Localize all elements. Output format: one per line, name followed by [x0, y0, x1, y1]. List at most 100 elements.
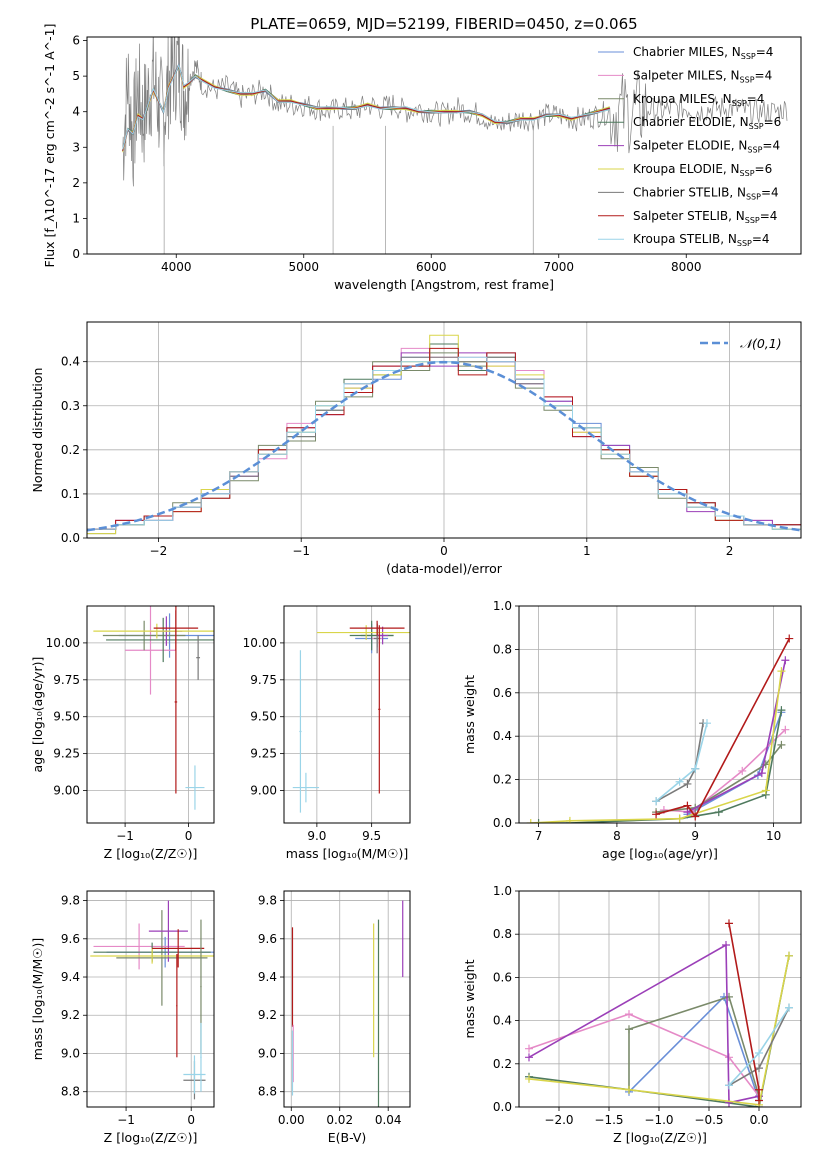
- axes-frame: [86, 36, 802, 255]
- x-axis-label: mass [log₁₀(M/M☉)]: [286, 846, 408, 861]
- x-tick-label: 7: [535, 829, 543, 843]
- x-tick-label: −1.5: [594, 1113, 623, 1127]
- axes-frame: [283, 605, 411, 824]
- point-marker: [785, 1003, 793, 1012]
- point-marker: [722, 941, 730, 949]
- model-line-8: [122, 63, 610, 150]
- x-tick-label: 5000: [288, 260, 319, 274]
- y-tick-label: 0.4: [493, 1014, 512, 1028]
- x-tick-label: 9.0: [307, 829, 326, 843]
- point-marker: [652, 797, 661, 806]
- y-axis-label: age [log₁₀(age/yr)]: [30, 657, 45, 773]
- y-tick-label: 0.1: [61, 487, 80, 501]
- point-marker: [565, 816, 574, 823]
- x-tick-label: 0.00: [278, 1113, 305, 1127]
- mass-weight-line: [528, 1013, 760, 1097]
- x-tick-label: 9: [691, 829, 699, 843]
- point-marker: [691, 812, 700, 821]
- y-tick-label: 9.50: [250, 710, 277, 724]
- legend: Chabrier MILES, NSSP=4 Salpeter MILES, NS…: [598, 45, 781, 248]
- point-marker: [625, 1085, 633, 1094]
- point-marker: [534, 819, 543, 823]
- y-tick-label: 8.8: [61, 1085, 80, 1099]
- point-marker: [725, 1081, 733, 1090]
- x-tick-label: −0.5: [694, 1113, 723, 1127]
- plot-age_vs_mass: 9.0 9.5 9.00 9.25 9.50 9.75 10.00 mass [log₁₀(M…: [243, 605, 411, 861]
- mass-weight-line: [528, 943, 760, 1104]
- x-tick-label: −2.0: [544, 1113, 573, 1127]
- model-line-6: [122, 62, 610, 151]
- point-marker: [755, 1064, 763, 1073]
- x-tick-label: −2: [150, 544, 168, 558]
- y-tick-label: 10.00: [46, 636, 80, 650]
- point-marker: [785, 634, 794, 643]
- legend-label: Chabrier ELODIE, NSSP=6: [633, 115, 781, 131]
- point-marker: [761, 786, 770, 795]
- plot-area: [87, 334, 801, 535]
- y-axis-label: Flux [f_λ10^-17 erg cm^-2 s^-1 A^-1]: [42, 24, 57, 268]
- y-axis-label: Normed distribution: [30, 368, 45, 493]
- y-tick-label: 9.00: [250, 784, 277, 798]
- point-marker: [757, 769, 766, 778]
- x-axis-label: Z [log₁₀(Z/Z☉)]: [104, 1130, 198, 1145]
- point-marker: [625, 1010, 633, 1019]
- x-axis-label: (data-model)/error: [386, 561, 503, 576]
- x-tick-label: 10: [766, 829, 781, 843]
- x-tick-label: 9.5: [362, 829, 381, 843]
- plot-residuals: −2 −1 0 1 2 0.0 0.1 0.2 0.3 0.4 (data-model)/error…: [30, 321, 802, 576]
- normal-reference-curve: [87, 360, 801, 532]
- y-tick-label: 0.2: [493, 1057, 512, 1071]
- x-tick-label: 2: [726, 544, 734, 558]
- y-tick-label: 0: [72, 247, 80, 261]
- x-axis-label: Z [log₁₀(Z/Z☉)]: [104, 846, 198, 861]
- x-tick-label: 0.0: [749, 1113, 768, 1127]
- point-marker: [777, 667, 786, 676]
- x-tick-label: 6000: [416, 260, 447, 274]
- observed-spectrum-line: [122, 37, 788, 187]
- point-marker: [755, 1096, 763, 1105]
- point-marker: [703, 719, 711, 728]
- mass-weight-line: [655, 723, 708, 802]
- plot-area: [525, 919, 793, 1107]
- plot-area: [291, 900, 404, 1107]
- plot-area: [90, 900, 214, 1100]
- mass-weight-line: [655, 638, 791, 819]
- y-tick-label: 6: [72, 34, 80, 48]
- y-tick-label: 9.75: [250, 673, 277, 687]
- y-tick-label: 0.4: [61, 355, 80, 369]
- x-tick-label: 8: [613, 829, 621, 843]
- y-tick-label: 9.25: [250, 747, 277, 761]
- y-tick-label: 9.50: [53, 710, 80, 724]
- point-marker: [755, 1049, 763, 1057]
- y-tick-label: 9.0: [258, 1046, 277, 1060]
- legend-label: Chabrier STELIB, NSSP=4: [633, 185, 779, 201]
- y-tick-label: 0.6: [493, 970, 512, 984]
- x-axis-label: age [log₁₀(age/yr)]: [602, 846, 718, 861]
- legend-label: Salpeter ELODIE, NSSP=4: [633, 139, 780, 155]
- point-marker: [675, 814, 684, 823]
- y-axis-label: mass weight: [462, 959, 477, 1038]
- point-marker: [714, 808, 723, 817]
- x-tick-label: 0: [187, 1113, 195, 1127]
- axes-frame: [518, 890, 802, 1108]
- plot-area: [526, 634, 794, 823]
- x-tick-label: −1: [116, 829, 134, 843]
- legend-label: Kroupa MILES, NSSP=4: [633, 92, 764, 108]
- x-tick-label: 4000: [161, 260, 192, 274]
- y-tick-label: 9.6: [258, 932, 277, 946]
- point-marker: [525, 1074, 533, 1083]
- y-tick-label: 5: [72, 69, 80, 83]
- y-tick-label: 9.6: [61, 932, 80, 946]
- y-axis-label: mass [log₁₀(M/M☉)]: [30, 938, 45, 1060]
- point-marker: [738, 766, 747, 775]
- point-marker: [725, 1098, 733, 1107]
- y-tick-label: 9.2: [258, 1008, 277, 1022]
- x-tick-label: 1: [583, 544, 591, 558]
- y-tick-label: 9.0: [61, 1046, 80, 1060]
- point-marker: [526, 819, 535, 823]
- point-marker: [652, 810, 661, 819]
- point-marker: [755, 1085, 763, 1094]
- x-axis-label: Z [log₁₀(Z/Z☉)]: [613, 1130, 707, 1145]
- y-axis-label: mass weight: [462, 675, 477, 754]
